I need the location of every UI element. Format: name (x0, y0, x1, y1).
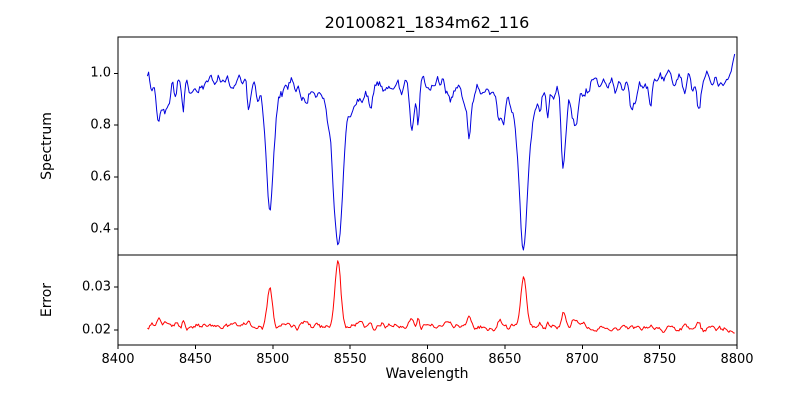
spectrum-y-tick-label: 0.8 (90, 117, 111, 133)
spectrum-y-tick-label: 0.4 (90, 221, 111, 237)
spectrum-y-tick-label: 1.0 (90, 65, 111, 81)
error-y-axis-label: Error (39, 282, 55, 318)
x-tick-label: 8750 (643, 352, 677, 367)
error-panel-frame (117, 254, 738, 346)
x-tick-label: 8550 (333, 352, 367, 367)
spectrum-y-tick-label: 0.6 (90, 169, 111, 185)
spectrum-panel-frame (117, 36, 738, 256)
x-tick-label: 8700 (565, 352, 599, 367)
spectrum-y-axis-label: Spectrum (39, 112, 55, 180)
x-tick-label: 8650 (488, 352, 522, 367)
x-axis-label: Wavelength (385, 366, 469, 382)
x-tick-label: 8500 (256, 352, 290, 367)
chart-title: 20100821_1834m62_116 (324, 13, 530, 32)
spectrum-line (146, 53, 736, 251)
x-tick-label: 8400 (101, 352, 135, 367)
error-y-tick-label: 0.03 (82, 279, 111, 295)
error-line (147, 260, 735, 334)
x-tick-label: 8450 (178, 352, 212, 367)
x-tick-label: 8600 (410, 352, 445, 367)
x-tick-label: 8800 (720, 352, 754, 367)
error-y-tick-label: 0.02 (82, 322, 111, 338)
